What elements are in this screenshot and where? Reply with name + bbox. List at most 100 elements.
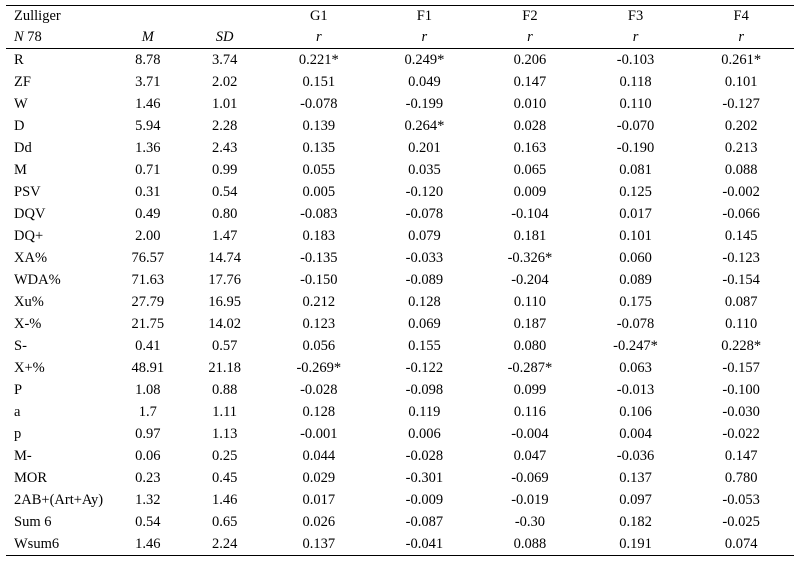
cell-value: 1.01 xyxy=(211,96,238,112)
variable-label: a xyxy=(14,404,21,420)
cell-value: 1.46 xyxy=(211,492,238,508)
cell-value: 0.49 xyxy=(135,206,161,222)
cell-value: 27.79 xyxy=(131,294,165,310)
cell-value: 0.087 xyxy=(724,294,758,310)
variable-label: ZF xyxy=(14,74,31,90)
cell-value: 0.010 xyxy=(513,96,547,112)
variable-label: R xyxy=(14,52,24,68)
cell-value: 0.97 xyxy=(135,426,161,442)
cell-value: 0.110 xyxy=(619,96,652,112)
cell-value: 0.137 xyxy=(619,470,652,486)
cell-value: -0.033 xyxy=(405,250,444,266)
cell-value: -0.028 xyxy=(405,448,444,464)
cell-value: -0.157 xyxy=(722,360,760,376)
cell-value: 0.128 xyxy=(302,404,336,420)
cell-value: 0.116 xyxy=(513,404,546,420)
cell-value: 1.13 xyxy=(211,426,238,442)
cell-value: 0.106 xyxy=(619,404,652,420)
table-row: DQ+ 2.00 1.47 0.183 0.079 0.181 0.101 0.145 xyxy=(6,225,794,247)
cell-value: -0.087 xyxy=(405,514,444,530)
cell-value: 2.00 xyxy=(135,228,161,244)
cell-value: 0.80 xyxy=(211,206,238,222)
cell-value: 0.004 xyxy=(619,426,652,442)
cell-value: -0.009 xyxy=(405,492,444,508)
header-row-groups: Zulliger G1 F1 F2 F3 F4 xyxy=(6,6,794,28)
cell-value: 0.213 xyxy=(724,140,758,156)
variable-label: DQ+ xyxy=(14,228,44,244)
cell-value: 1.7 xyxy=(138,404,157,420)
cell-value: -0.078 xyxy=(405,206,444,222)
header-row-stats: N 78 M SD r r r r r xyxy=(6,27,794,49)
header-col-g1: G1 xyxy=(309,8,328,24)
cell-value: 0.147 xyxy=(513,74,547,90)
table-row: W 1.46 1.01 -0.078 -0.199 0.010 0.110 -0.127 xyxy=(6,93,794,115)
cell-value: 0.009 xyxy=(513,184,547,200)
cell-value: 0.005 xyxy=(302,184,336,200)
cell-value: 0.026 xyxy=(302,514,336,530)
cell-value: 1.11 xyxy=(212,404,238,420)
cell-value: 0.780 xyxy=(724,470,758,486)
cell-value: -0.269* xyxy=(296,360,342,376)
cell-value: 0.212 xyxy=(302,294,336,310)
table-row: DQV 0.49 0.80 -0.083 -0.078 -0.104 0.017 -0.066 xyxy=(6,203,794,225)
cell-value: 0.006 xyxy=(408,426,441,442)
cell-value: 0.079 xyxy=(408,228,441,244)
cell-value: 0.249* xyxy=(404,52,445,68)
table-row: PSV 0.31 0.54 0.005 -0.120 0.009 0.125 -0.002 xyxy=(6,181,794,203)
cell-value: -0.135 xyxy=(300,250,338,266)
table-row: R 8.78 3.74 0.221* 0.249* 0.206 -0.103 0.261* xyxy=(6,49,794,72)
cell-value: -0.123 xyxy=(722,250,760,266)
cell-value: 0.055 xyxy=(302,162,336,178)
variable-label: M- xyxy=(14,448,32,464)
header-col-r-g1: r xyxy=(315,29,322,45)
cell-value: 1.36 xyxy=(135,140,161,156)
variable-label: Wsum6 xyxy=(14,536,60,552)
cell-value: 1.46 xyxy=(135,96,161,112)
cell-value: 0.54 xyxy=(135,514,161,530)
table-row: X-% 21.75 14.02 0.123 0.069 0.187 -0.078 0.110 xyxy=(6,313,794,335)
cell-value: 0.119 xyxy=(408,404,441,420)
table-row: S- 0.41 0.57 0.056 0.155 0.080 -0.247* 0.228* xyxy=(6,335,794,357)
header-blank-m xyxy=(112,6,183,28)
cell-value: 0.155 xyxy=(408,338,441,354)
cell-value: -0.070 xyxy=(616,118,655,134)
table-header: Zulliger G1 F1 F2 F3 F4 N 78 M SD r r r … xyxy=(6,6,794,49)
cell-value: 0.175 xyxy=(619,294,652,310)
cell-value: -0.122 xyxy=(405,360,444,376)
cell-value: -0.089 xyxy=(405,272,444,288)
cell-value: -0.190 xyxy=(616,140,655,156)
cell-value: 0.089 xyxy=(619,272,652,288)
variable-label: Sum 6 xyxy=(14,514,52,530)
header-col-f2: F2 xyxy=(522,8,538,24)
cell-value: 0.056 xyxy=(302,338,336,354)
cell-value: 0.187 xyxy=(513,316,547,332)
table-row: Wsum6 1.46 2.24 0.137 -0.041 0.088 0.191 0.074 xyxy=(6,533,794,556)
variable-label: PSV xyxy=(14,184,41,200)
cell-value: 0.88 xyxy=(211,382,238,398)
cell-value: -0.287* xyxy=(507,360,553,376)
variable-label: D xyxy=(14,118,25,134)
cell-value: 0.044 xyxy=(302,448,336,464)
variable-label: DQV xyxy=(14,206,46,222)
cell-value: 3.74 xyxy=(211,52,238,68)
cell-value: 16.95 xyxy=(208,294,241,310)
variable-label: S- xyxy=(14,338,27,354)
cell-value: 0.191 xyxy=(619,536,652,552)
cell-value: 0.099 xyxy=(513,382,547,398)
variable-label: MOR xyxy=(14,470,48,486)
cell-value: 0.110 xyxy=(725,316,758,332)
variable-label: 2AB+(Art+Ay) xyxy=(14,492,104,508)
table-row: 2AB+(Art+Ay) 1.32 1.46 0.017 -0.009 -0.019 0.0… xyxy=(6,489,794,511)
variable-label: p xyxy=(14,426,22,442)
cell-value: 0.99 xyxy=(211,162,238,178)
variable-label: WDA% xyxy=(14,272,61,288)
cell-value: -0.030 xyxy=(722,404,760,420)
cell-value: 0.228* xyxy=(721,338,762,354)
cell-value: -0.069 xyxy=(511,470,549,486)
cell-value: 0.45 xyxy=(211,470,238,486)
n-value: 78 xyxy=(27,29,42,45)
cell-value: -0.041 xyxy=(405,536,444,552)
cell-value: -0.053 xyxy=(722,492,760,508)
table-row: X+% 48.91 21.18 -0.269* -0.122 -0.287* 0.063 -0… xyxy=(6,357,794,379)
